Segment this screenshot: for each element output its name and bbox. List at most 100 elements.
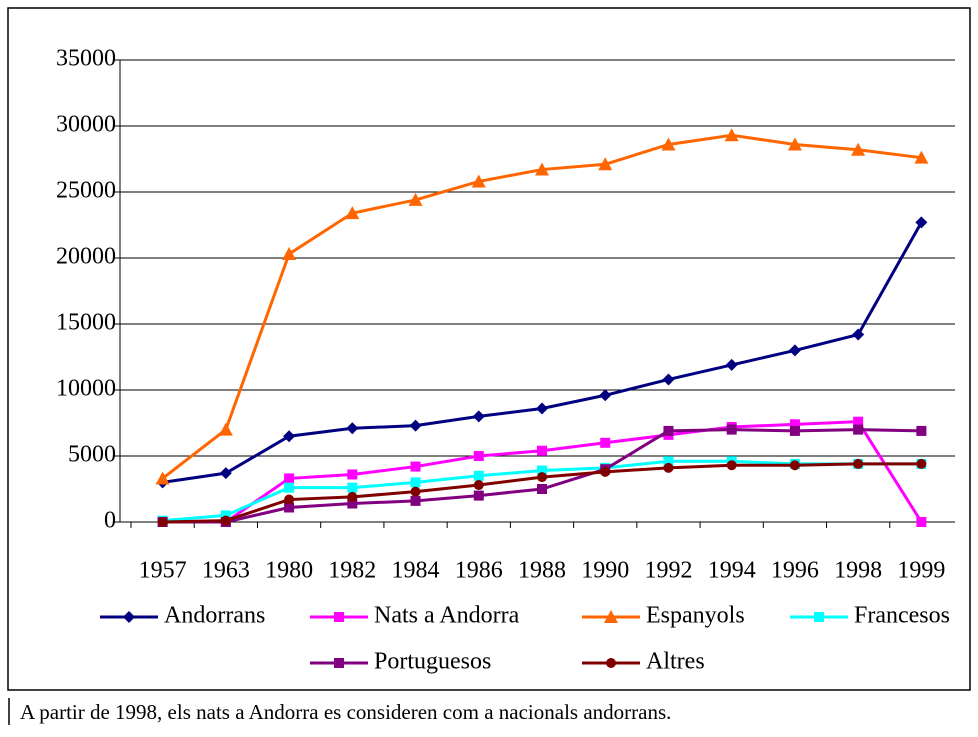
- y-tick-label: 10000: [56, 376, 116, 402]
- marker: [347, 469, 358, 480]
- marker: [915, 216, 928, 229]
- marker: [853, 416, 864, 427]
- marker: [284, 502, 295, 513]
- marker: [789, 460, 800, 471]
- marker: [604, 610, 618, 623]
- marker: [663, 462, 674, 473]
- legend-label: Altres: [646, 649, 705, 675]
- x-tick-label: 1963: [202, 558, 250, 584]
- y-tick-label: 20000: [56, 244, 116, 270]
- marker: [408, 192, 423, 206]
- series-line: [161, 133, 922, 480]
- x-tick-label: 1980: [265, 558, 313, 584]
- x-tick-label: 1986: [455, 558, 503, 584]
- marker: [123, 611, 135, 623]
- marker: [334, 658, 344, 668]
- marker: [916, 425, 927, 436]
- marker: [410, 461, 421, 472]
- y-tick-label: 5000: [68, 442, 116, 468]
- legend-label: Espanyols: [646, 603, 745, 629]
- marker: [661, 137, 676, 151]
- marker: [726, 424, 737, 435]
- marker: [663, 456, 674, 467]
- marker: [219, 467, 232, 480]
- marker: [410, 486, 421, 497]
- y-tick-label: 35000: [56, 46, 116, 72]
- marker: [537, 445, 547, 456]
- legend-label: Portuguesos: [374, 649, 491, 675]
- marker: [724, 128, 739, 142]
- x-tick-label: 1994: [708, 558, 756, 584]
- x-tick-label: 1984: [392, 558, 440, 584]
- x-tick-label: 1996: [771, 558, 819, 584]
- marker: [473, 490, 484, 501]
- marker: [536, 402, 548, 415]
- marker: [472, 410, 485, 423]
- marker: [914, 150, 929, 164]
- legend-label: Nats a Andorra: [374, 603, 520, 629]
- marker: [347, 491, 358, 502]
- marker: [600, 437, 611, 448]
- y-tick-label: 30000: [56, 112, 116, 138]
- y-tick-label: 15000: [56, 310, 116, 336]
- x-tick-label: 1992: [644, 558, 692, 584]
- marker: [347, 482, 358, 493]
- note: A partir de 1998, els nats a Andorra es …: [20, 700, 671, 724]
- marker: [284, 482, 295, 493]
- x-tick-label: 1957: [139, 558, 187, 584]
- marker: [155, 471, 170, 485]
- marker: [284, 473, 295, 484]
- marker: [473, 470, 484, 481]
- x-tick-label: 1982: [328, 558, 376, 584]
- legend-label: Francesos: [854, 603, 950, 629]
- marker: [473, 451, 484, 461]
- marker: [788, 344, 801, 357]
- marker: [916, 517, 927, 527]
- marker: [598, 157, 613, 171]
- marker: [537, 472, 547, 483]
- marker: [606, 658, 616, 668]
- marker: [663, 425, 674, 436]
- marker: [853, 424, 864, 435]
- marker: [284, 494, 295, 505]
- marker: [218, 422, 233, 436]
- marker: [410, 495, 421, 506]
- marker: [725, 358, 738, 371]
- legend-label: Andorrans: [164, 603, 265, 629]
- marker: [345, 206, 360, 220]
- marker: [789, 419, 800, 430]
- marker: [600, 466, 611, 477]
- marker: [537, 465, 547, 476]
- marker: [157, 517, 168, 527]
- marker: [916, 458, 927, 469]
- y-tick-label: 0: [104, 508, 116, 534]
- x-tick-label: 1998: [834, 558, 882, 584]
- x-tick-label: 1990: [581, 558, 629, 584]
- marker: [789, 425, 800, 436]
- marker: [787, 137, 802, 151]
- marker: [220, 510, 231, 521]
- marker: [471, 174, 486, 188]
- marker: [409, 419, 422, 432]
- marker: [473, 480, 484, 491]
- marker: [282, 247, 297, 261]
- marker: [851, 142, 866, 156]
- marker: [537, 484, 547, 494]
- marker: [347, 498, 358, 509]
- marker: [410, 477, 421, 488]
- marker: [283, 430, 296, 443]
- marker: [220, 515, 231, 526]
- marker: [535, 162, 549, 176]
- marker: [346, 422, 359, 435]
- marker: [599, 389, 612, 402]
- marker: [662, 373, 675, 386]
- y-tick-label: 25000: [56, 178, 116, 204]
- marker: [334, 612, 344, 622]
- series-line: [162, 221, 923, 484]
- x-tick-label: 1988: [518, 558, 566, 584]
- x-tick-label: 1999: [897, 558, 945, 584]
- chart-frame: [7, 7, 971, 691]
- marker: [852, 328, 865, 341]
- marker: [814, 612, 824, 622]
